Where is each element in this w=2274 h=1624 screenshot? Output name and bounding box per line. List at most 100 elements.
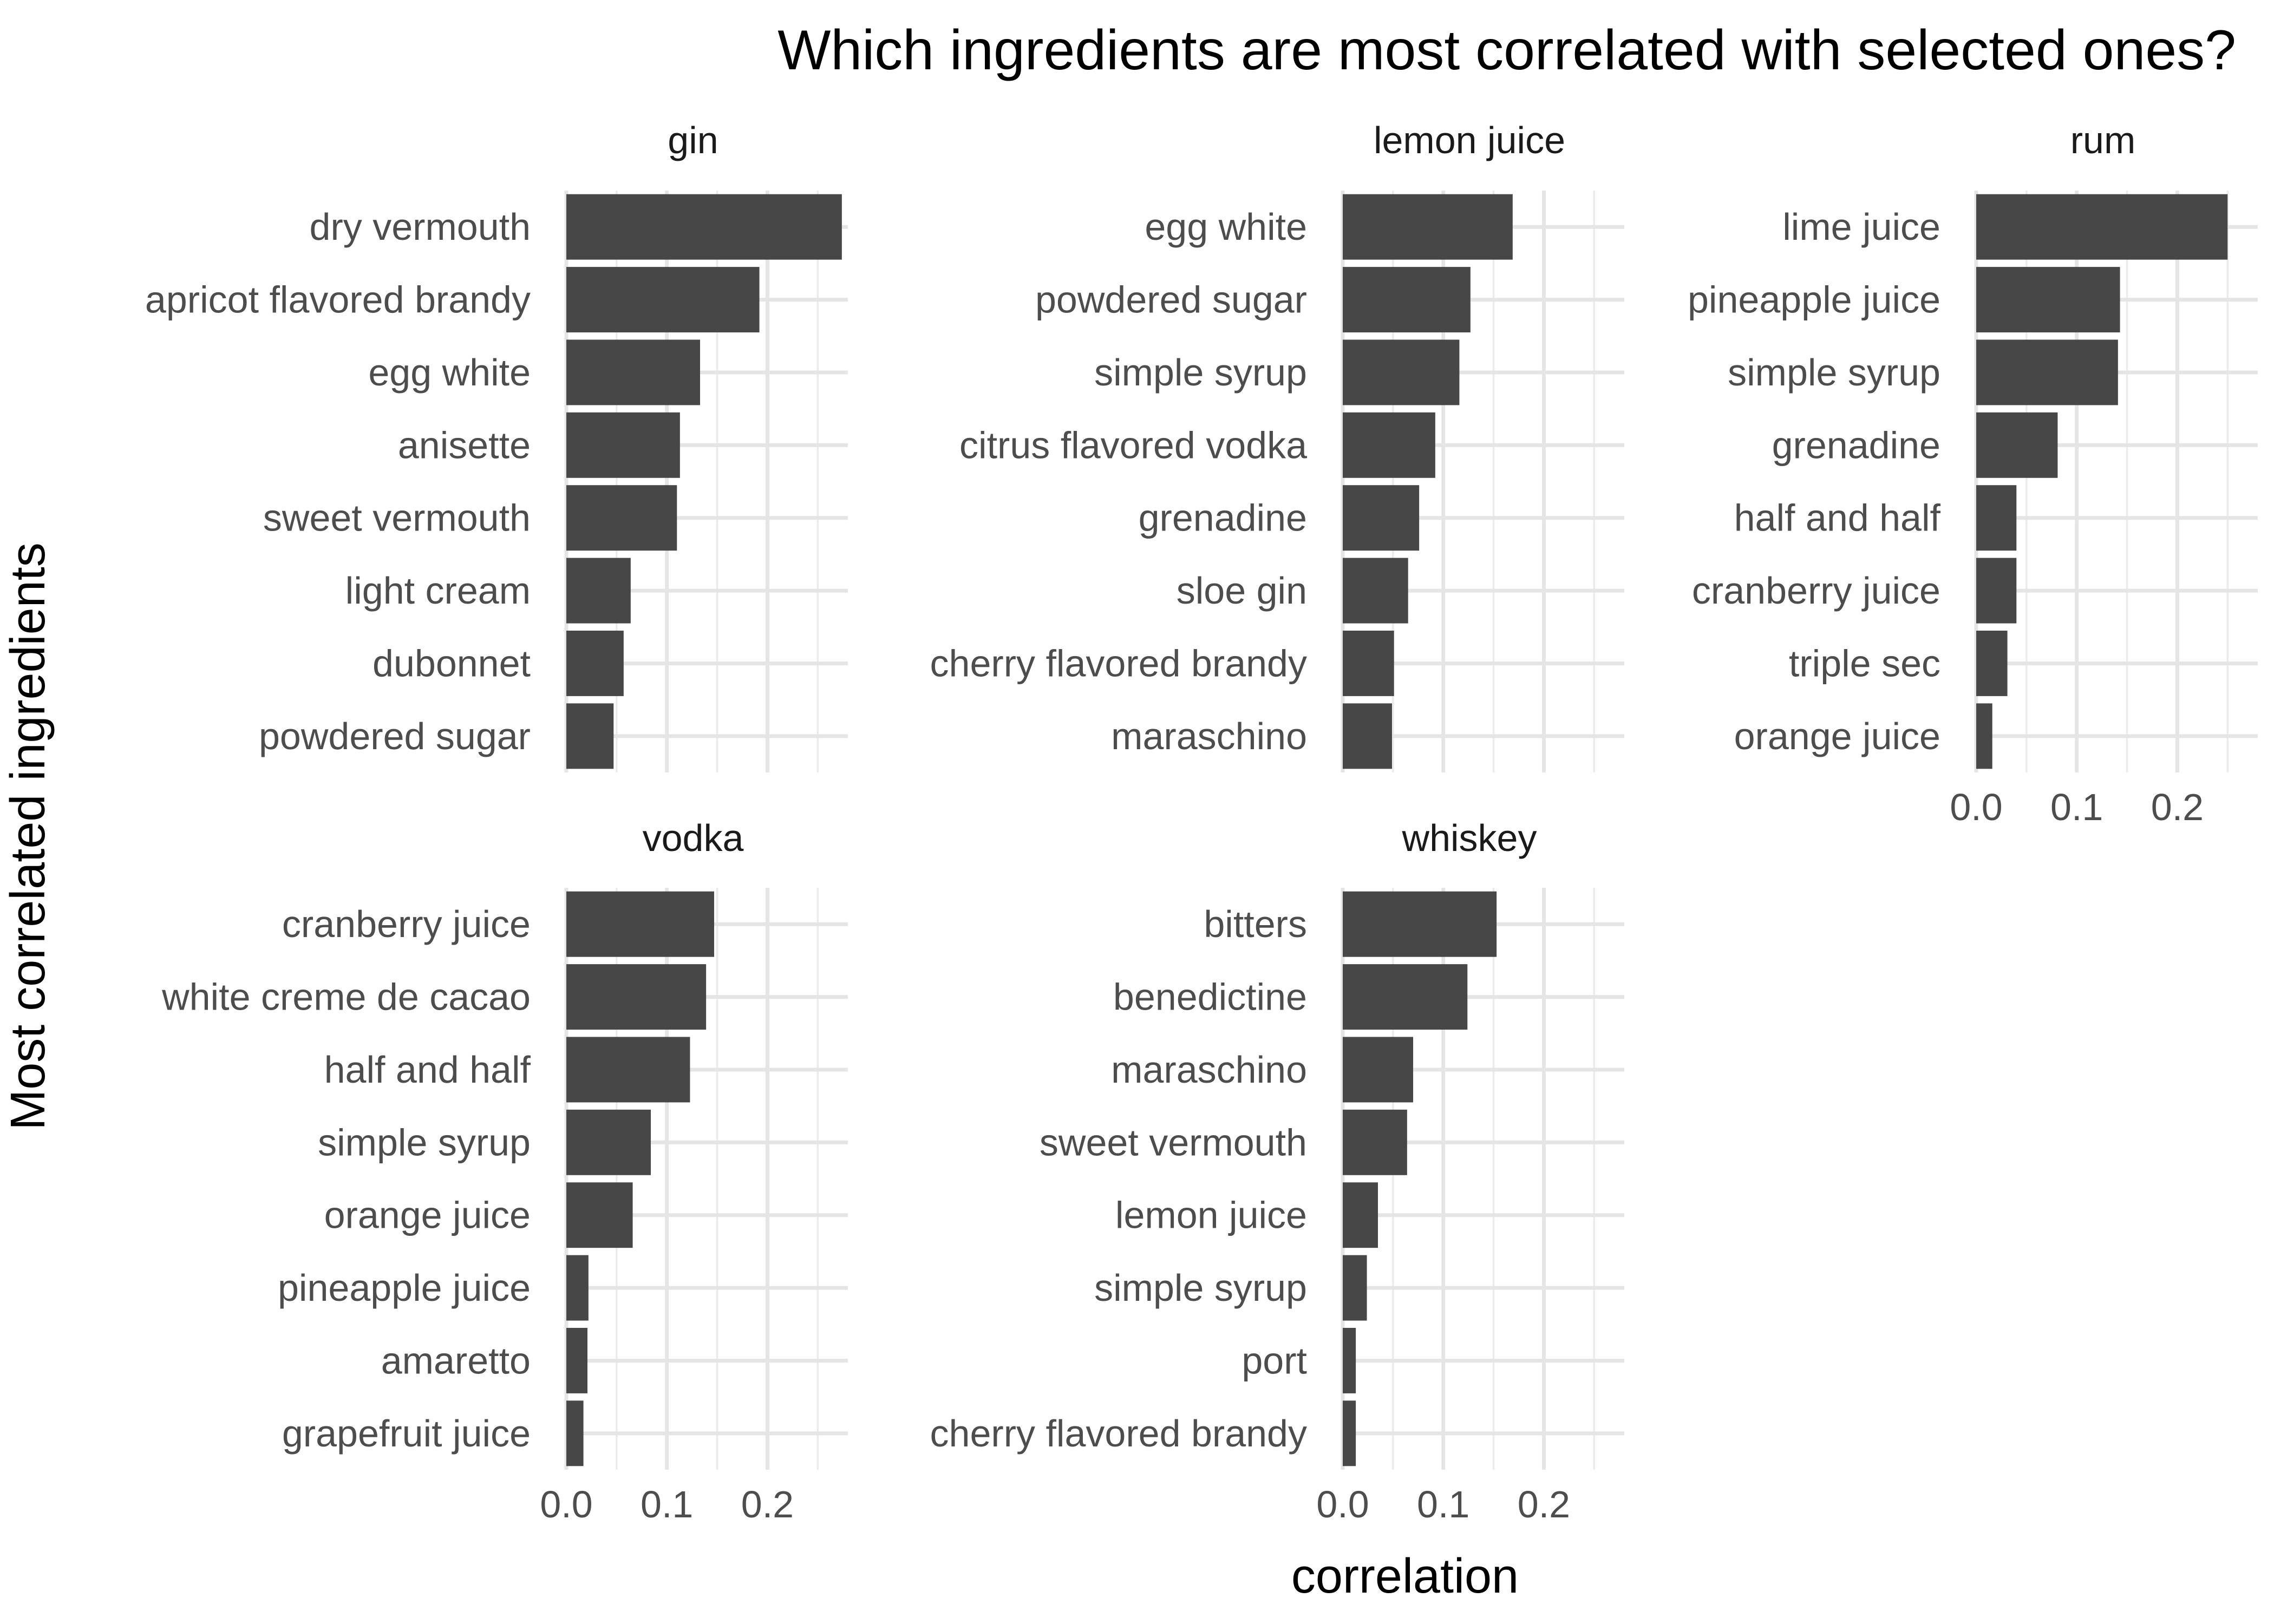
category-label: simple syrup xyxy=(1728,351,1940,394)
category-label: maraschino xyxy=(1111,1049,1307,1091)
x-tick-label: 0.1 xyxy=(641,1483,693,1525)
category-label: maraschino xyxy=(1111,715,1307,757)
y-axis-title: Most correlated ingredients xyxy=(1,542,55,1130)
category-label: dry vermouth xyxy=(310,206,531,248)
bar xyxy=(1343,1255,1367,1321)
bar xyxy=(566,1255,589,1321)
bar xyxy=(1343,558,1408,624)
category-label: lime juice xyxy=(1782,206,1940,248)
bar xyxy=(566,1400,584,1466)
bar xyxy=(566,412,680,478)
category-label: simple syrup xyxy=(318,1121,531,1163)
bar xyxy=(1343,891,1497,957)
bar xyxy=(566,485,677,551)
category-label: cherry flavored brandy xyxy=(930,642,1307,684)
x-tick-label: 0.1 xyxy=(1417,1483,1469,1525)
category-label: amaretto xyxy=(381,1339,531,1381)
facet-panel-gin: dry vermouth apricot flavored brandy egg w… xyxy=(145,119,848,772)
category-label: powdered sugar xyxy=(1035,279,1307,321)
category-label: citrus flavored vodka xyxy=(959,424,1307,466)
category-label: simple syrup xyxy=(1094,351,1307,394)
category-label: lemon juice xyxy=(1115,1194,1307,1236)
category-label: orange juice xyxy=(324,1194,531,1236)
bar xyxy=(1976,630,2008,696)
bar xyxy=(566,703,614,769)
bar xyxy=(1343,1400,1356,1466)
category-label: anisette xyxy=(398,424,531,466)
chart-title: Which ingredients are most correlated wi… xyxy=(777,19,2236,82)
x-tick-label: 0.1 xyxy=(2050,786,2103,828)
bar xyxy=(1343,485,1420,551)
category-label: pineapple juice xyxy=(278,1267,531,1309)
bar xyxy=(1976,558,2017,624)
facet-strip-label: vodka xyxy=(643,817,744,859)
facet-panel-rum: lime juice pineapple juice simple syrup gre… xyxy=(1688,119,2258,828)
category-label: grenadine xyxy=(1139,497,1307,539)
category-label: cranberry juice xyxy=(1692,569,1940,612)
bar xyxy=(566,964,707,1030)
category-label: cranberry juice xyxy=(282,903,531,945)
bar xyxy=(566,1109,651,1175)
category-label: sweet vermouth xyxy=(263,497,531,539)
bar xyxy=(1343,630,1394,696)
bar xyxy=(1976,194,2228,260)
facet-strip-label: gin xyxy=(668,119,718,161)
x-tick-label: 0.2 xyxy=(2151,786,2204,828)
category-label: light cream xyxy=(345,569,531,612)
category-label: grenadine xyxy=(1772,424,1940,466)
bar xyxy=(1343,194,1513,260)
category-label: sloe gin xyxy=(1177,569,1307,612)
bar xyxy=(1343,339,1460,405)
x-axis-title: correlation xyxy=(1291,1549,1519,1603)
category-label: benedictine xyxy=(1113,976,1307,1018)
facet-strip-label: lemon juice xyxy=(1374,119,1565,161)
category-label: half and half xyxy=(1734,497,1941,539)
bar xyxy=(1976,339,2118,405)
category-label: grapefruit juice xyxy=(282,1412,531,1455)
bar xyxy=(1976,485,2017,551)
category-label: sweet vermouth xyxy=(1040,1121,1307,1163)
facet-strip-label: whiskey xyxy=(1402,817,1537,859)
category-label: white creme de cacao xyxy=(161,976,531,1018)
bar xyxy=(566,194,842,260)
facet-panels: dry vermouth apricot flavored brandy egg w… xyxy=(145,119,2258,1525)
facet-panel-lemon-juice: egg white powdered sugar simple syrup citru… xyxy=(930,119,1624,772)
bar xyxy=(566,1037,690,1103)
bar xyxy=(1343,1037,1413,1103)
category-label: simple syrup xyxy=(1094,1267,1307,1309)
bar xyxy=(1343,703,1392,769)
x-tick-label: 0.0 xyxy=(1950,786,2002,828)
bar xyxy=(1343,267,1471,333)
x-tick-label: 0.0 xyxy=(540,1483,592,1525)
facet-strip-label: rum xyxy=(2070,119,2136,161)
x-tick-label: 0.0 xyxy=(1316,1483,1369,1525)
bar xyxy=(566,1327,587,1393)
category-label: port xyxy=(1241,1339,1307,1381)
facet-panel-vodka: cranberry juice white creme de cacao half … xyxy=(161,817,848,1525)
category-label: dubonnet xyxy=(373,642,531,684)
bar xyxy=(1976,703,1992,769)
bar xyxy=(1343,1327,1356,1393)
x-tick-label: 0.2 xyxy=(1518,1483,1570,1525)
bar xyxy=(566,1182,633,1248)
bar xyxy=(1343,1109,1407,1175)
category-label: apricot flavored brandy xyxy=(145,279,531,321)
category-label: powdered sugar xyxy=(259,715,531,757)
category-label: cherry flavored brandy xyxy=(930,1412,1307,1455)
category-label: orange juice xyxy=(1734,715,1940,757)
bar xyxy=(1343,964,1468,1030)
bar xyxy=(566,630,624,696)
category-label: egg white xyxy=(368,351,531,394)
bar xyxy=(1343,1182,1378,1248)
facet-panel-whiskey: bitters benedictine maraschino sweet vermou… xyxy=(930,817,1624,1525)
bar xyxy=(566,267,760,333)
bar xyxy=(1976,267,2120,333)
bar xyxy=(1343,412,1435,478)
x-tick-label: 0.2 xyxy=(741,1483,794,1525)
category-label: bitters xyxy=(1204,903,1307,945)
bar xyxy=(566,339,700,405)
category-label: triple sec xyxy=(1789,642,1940,684)
category-label: half and half xyxy=(324,1049,531,1091)
bar xyxy=(566,558,631,624)
